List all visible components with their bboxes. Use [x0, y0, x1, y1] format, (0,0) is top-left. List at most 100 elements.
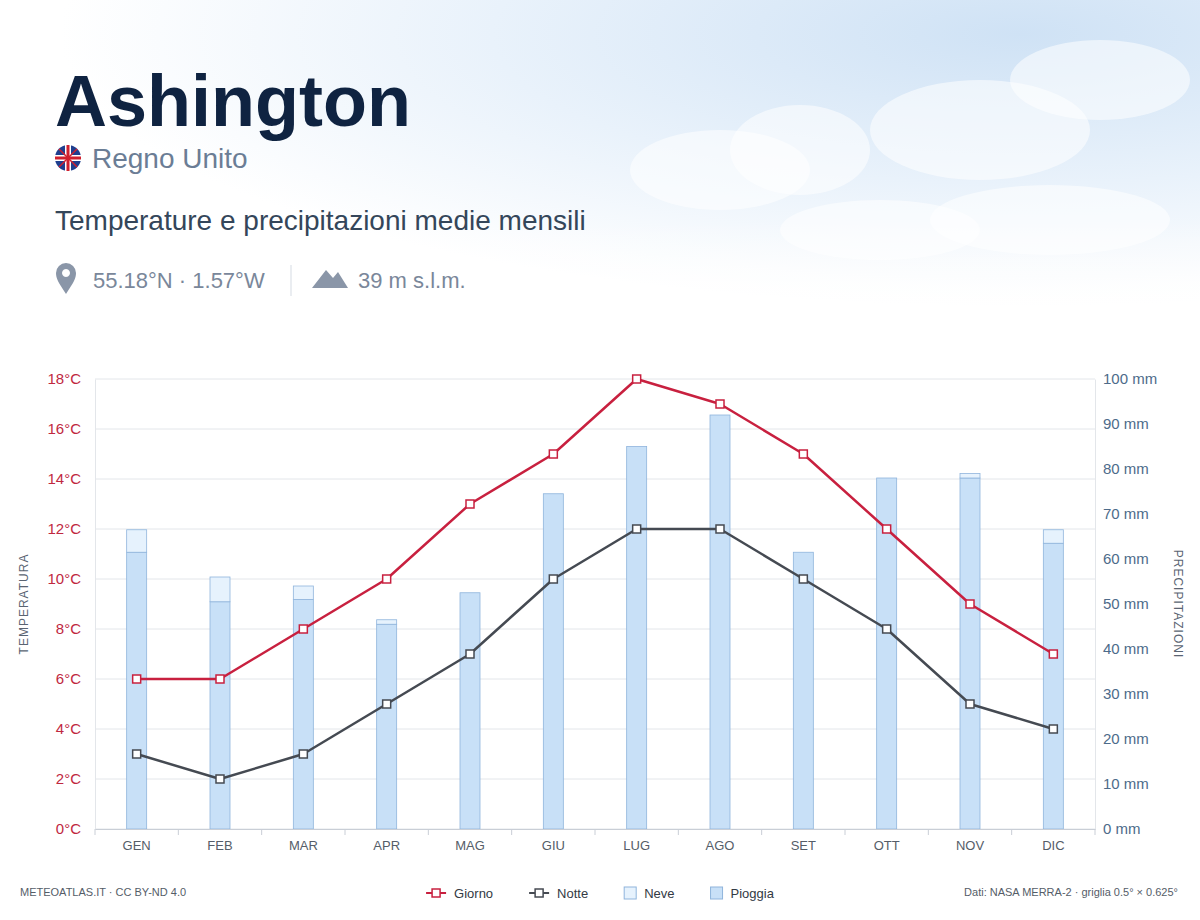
- bar-pioggia: [377, 624, 397, 829]
- source: METEOATLAS.IT · CC BY-ND 4.0: [20, 886, 186, 898]
- y-tick-label: 18°C: [47, 370, 81, 387]
- y2-tick: 60 mm: [1095, 550, 1149, 567]
- y2-tick-label: 0 mm: [1103, 820, 1141, 837]
- x-tick-label: LUG: [623, 838, 650, 853]
- y-tick: 16°C: [47, 420, 95, 437]
- legend-marker: [535, 889, 543, 897]
- elevation-icon: [312, 270, 348, 288]
- marker-notte: [466, 650, 474, 658]
- marker-giorno: [883, 525, 891, 533]
- y2-tick-label: 80 mm: [1103, 460, 1149, 477]
- marker-notte: [133, 750, 141, 758]
- y-axis-line: [95, 380, 96, 830]
- marker-giorno: [633, 375, 641, 383]
- bar-neve: [877, 478, 897, 479]
- marker-giorno: [383, 575, 391, 583]
- legend-label: Giorno: [454, 886, 493, 901]
- x-boundary-tick: [1011, 829, 1012, 835]
- x-boundary-tick: [845, 829, 846, 835]
- x-tick-label: DIC: [1042, 838, 1064, 853]
- y-tick-label: 12°C: [47, 520, 81, 537]
- x-tick: FEB: [207, 829, 232, 853]
- x-tick: APR: [373, 829, 400, 853]
- x-boundary-tick: [261, 829, 262, 835]
- x-tick: SET: [791, 829, 816, 853]
- x-boundary-tick: [761, 829, 762, 835]
- y2-tick: 40 mm: [1095, 640, 1149, 657]
- y-tick-label: 8°C: [56, 620, 81, 637]
- bar-pioggia: [793, 552, 813, 829]
- grid-line: [95, 729, 1095, 730]
- bar-pioggia: [127, 552, 147, 829]
- grid-line: [95, 529, 1095, 530]
- y2-axis-line: [1095, 380, 1096, 830]
- marker-notte: [966, 700, 974, 708]
- x-tick: LUG: [623, 829, 650, 853]
- x-tick-label: GEN: [123, 838, 151, 853]
- grid-line: [95, 579, 1095, 580]
- y-axis-title: TEMPERATURA: [17, 554, 31, 655]
- marker-giorno: [1049, 650, 1057, 658]
- x-tick: GIU: [542, 829, 565, 853]
- chart-root: AshingtonRegno UnitoTemperature e precip…: [0, 0, 1200, 920]
- bar-neve: [1043, 530, 1063, 544]
- y2-tick: 30 mm: [1095, 685, 1149, 702]
- marker-giorno: [716, 400, 724, 408]
- grid-line: [95, 429, 1095, 430]
- x-tick: DIC: [1042, 829, 1064, 853]
- grid-line: [95, 679, 1095, 680]
- x-boundary-tick: [678, 829, 679, 835]
- grid-line: [95, 379, 1095, 380]
- bar-neve: [710, 415, 730, 416]
- y-tick: 0°C: [56, 820, 95, 837]
- x-boundary-tick: [511, 829, 512, 835]
- legend-item: Neve: [624, 886, 674, 901]
- flag-icon: [55, 145, 81, 171]
- y-tick-label: 10°C: [47, 570, 81, 587]
- marker-notte: [1049, 725, 1057, 733]
- x-tick-label: AGO: [706, 838, 735, 853]
- bar-pioggia: [210, 602, 230, 829]
- marker-giorno: [966, 600, 974, 608]
- legend-label: Pioggia: [731, 886, 775, 901]
- y-tick: 14°C: [47, 470, 95, 487]
- clouds: [630, 40, 1190, 260]
- bar-pioggia: [710, 415, 730, 829]
- lines: [133, 375, 1058, 783]
- y-tick: 4°C: [56, 720, 95, 737]
- marker-giorno: [466, 500, 474, 508]
- country: Regno Unito: [92, 143, 248, 174]
- legend-item: Giorno: [426, 886, 493, 901]
- x-boundary-tick: [1095, 829, 1096, 835]
- x-boundary-tick: [928, 829, 929, 835]
- y-tick-label: 4°C: [56, 720, 81, 737]
- grid-line: [95, 779, 1095, 780]
- y2-tick-label: 100 mm: [1103, 370, 1157, 387]
- y2-tick-label: 40 mm: [1103, 640, 1149, 657]
- elevation: 39 m s.l.m.: [358, 268, 466, 293]
- bar-neve: [127, 530, 147, 553]
- bar-neve: [960, 474, 980, 479]
- line-giorno: [137, 379, 1054, 679]
- marker-giorno: [799, 450, 807, 458]
- y-axis: 0°C2°C4°C6°C8°C10°C12°C14°C16°C18°C: [47, 370, 95, 837]
- grid: [95, 379, 1095, 829]
- y2-tick: 70 mm: [1095, 505, 1149, 522]
- grid-line: [95, 479, 1095, 480]
- x-axis: GENFEBMARAPRMAGGIULUGAGOSETOTTNOVDIC: [96, 829, 1096, 853]
- x-tick: OTT: [874, 829, 900, 853]
- bar-neve: [210, 577, 230, 602]
- bar-pioggia: [627, 447, 647, 830]
- y2-tick: 50 mm: [1095, 595, 1149, 612]
- bar-neve: [460, 592, 480, 593]
- bar-pioggia: [460, 593, 480, 829]
- x-tick-label: OTT: [874, 838, 900, 853]
- marker-notte: [383, 700, 391, 708]
- y-tick-label: 6°C: [56, 670, 81, 687]
- marker-giorno: [299, 625, 307, 633]
- y2-tick: 0 mm: [1095, 820, 1141, 837]
- legend-swatch: [711, 887, 723, 899]
- x-tick: GEN: [123, 829, 151, 853]
- legend-swatch: [624, 887, 636, 899]
- y2-tick-label: 70 mm: [1103, 505, 1149, 522]
